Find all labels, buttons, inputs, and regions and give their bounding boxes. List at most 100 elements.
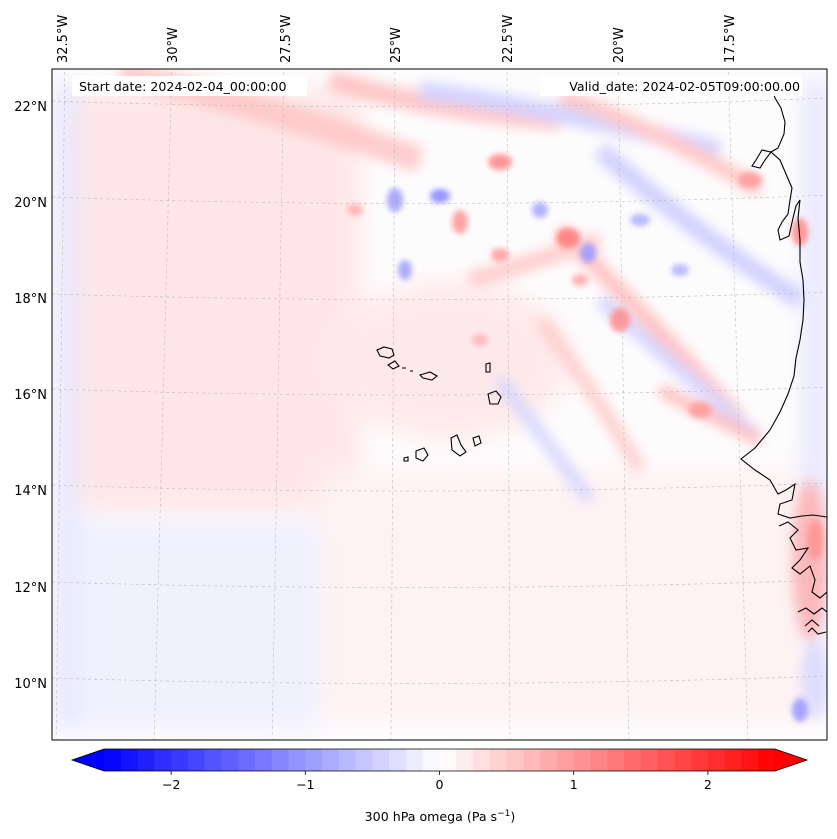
lon-axis-labels: 32.5°W 30°W 27.5°W 25°W 22.5°W 20°W 17.5…	[56, 15, 738, 63]
island	[387, 360, 400, 370]
lat-gridline	[52, 675, 827, 684]
african-coastline	[797, 607, 827, 635]
colorbar-step	[674, 749, 692, 771]
lon-label: 30°W	[166, 27, 181, 63]
lat-label: 12°N	[14, 581, 47, 596]
island	[485, 362, 491, 373]
colorbar: −2 −1 0 1 2 300 hPa omega (Pa s−1)	[70, 748, 809, 824]
colorbar-extend-min	[72, 749, 104, 771]
colorbar-step	[473, 749, 491, 771]
colorbar-step	[154, 749, 172, 771]
colorbar-tick-label: −2	[162, 777, 181, 792]
lat-label: 20°N	[14, 196, 47, 211]
african-coastline	[778, 521, 827, 599]
valid-date-label: Valid_date: 2024-02-05T09:00:00.00	[569, 79, 800, 94]
colorbar-step	[590, 749, 608, 771]
colorbar-step	[439, 749, 457, 771]
island	[450, 434, 467, 457]
colorbar-step	[238, 749, 256, 771]
lon-gridline	[617, 69, 630, 740]
colorbar-label: 300 hPa omega (Pa s−1)	[365, 809, 516, 824]
colorbar-step	[489, 749, 508, 771]
colorbar-step	[556, 749, 575, 771]
colorbar-step	[355, 749, 374, 771]
lon-label: 20°W	[612, 27, 627, 63]
african-coastline	[740, 81, 827, 519]
lat-label: 22°N	[14, 100, 47, 115]
island	[403, 456, 409, 462]
lon-gridline	[153, 69, 173, 740]
lat-axis-labels: 22°N 20°N 18°N 16°N 14°N 12°N 10°N	[14, 100, 47, 692]
omega-field	[54, 69, 827, 730]
coastline	[376, 81, 827, 635]
island	[402, 367, 413, 372]
lon-gridline	[390, 69, 396, 740]
colorbar-step	[691, 749, 709, 771]
lon-gridline	[55, 69, 66, 740]
island	[418, 371, 438, 381]
colorbar-step	[338, 749, 357, 771]
colorbar-step	[540, 749, 558, 771]
colorbar-step	[724, 749, 743, 771]
lon-label: 32.5°W	[56, 15, 71, 63]
map-panel: Start date: 2024-02-04_00:00:00 Valid_da…	[51, 68, 828, 741]
island	[487, 390, 502, 405]
colorbar-step	[221, 749, 239, 771]
island	[376, 346, 395, 359]
colorbar-step	[741, 749, 759, 771]
colorbar-step	[506, 749, 524, 771]
colorbar-step	[573, 749, 592, 771]
colorbar-step	[607, 749, 625, 771]
lat-gridline	[52, 579, 827, 588]
colorbar-step	[657, 749, 675, 771]
colorbar-tick-label: 2	[704, 777, 712, 792]
lon-gridline	[506, 69, 511, 740]
colorbar-step	[758, 749, 776, 771]
colorbar-tick-label: −1	[296, 777, 315, 792]
lat-gridline	[52, 97, 827, 108]
lat-gridline	[52, 482, 827, 492]
graticule	[52, 69, 827, 740]
colorbar-step	[640, 749, 659, 771]
lat-label: 18°N	[14, 292, 47, 307]
lon-label: 17.5°W	[723, 15, 738, 63]
colorbar-tick-label: 0	[435, 777, 443, 792]
lat-gridline	[52, 291, 827, 300]
colorbar-step	[405, 749, 424, 771]
lat-label: 16°N	[14, 388, 47, 403]
lat-label: 10°N	[14, 677, 47, 692]
colorbar-step	[624, 749, 642, 771]
colorbar-step	[422, 749, 441, 771]
colorbar-step	[254, 749, 273, 771]
lat-gridline	[52, 386, 827, 396]
colorbar-step	[137, 749, 155, 771]
colorbar-step	[523, 749, 541, 771]
colorbar-extend-max	[775, 749, 807, 771]
colorbar-step	[288, 749, 306, 771]
colorbar-step	[372, 749, 390, 771]
colorbar-outline	[70, 748, 809, 772]
colorbar-step	[187, 749, 206, 771]
colorbar-step	[120, 749, 139, 771]
colorbar-gradient	[104, 749, 776, 771]
island	[472, 435, 482, 447]
colorbar-step	[707, 749, 726, 771]
lon-label: 27.5°W	[279, 15, 294, 63]
colorbar-step	[171, 749, 189, 771]
colorbar-step	[389, 749, 407, 771]
colorbar-step	[204, 749, 223, 771]
colorbar-step	[104, 749, 122, 771]
start-date-label: Start date: 2024-02-04_00:00:00	[79, 79, 286, 94]
lat-gridline	[52, 194, 827, 204]
colorbar-units-exponent: −1	[497, 809, 510, 819]
map-frame	[51, 68, 828, 741]
island	[415, 447, 429, 462]
colorbar-step	[456, 749, 474, 771]
lon-gridline	[271, 69, 285, 740]
colorbar-step	[322, 749, 340, 771]
colorbar-units: Pa s	[472, 809, 497, 824]
colorbar-tick-label: 1	[570, 777, 578, 792]
colorbar-step	[305, 749, 323, 771]
lon-gridline	[727, 69, 749, 740]
